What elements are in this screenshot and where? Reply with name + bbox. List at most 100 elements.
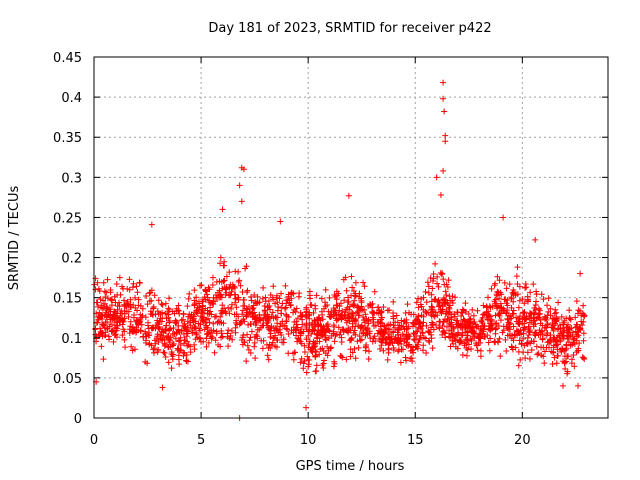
y-tick-label: 0.05 [53,372,82,387]
data-point [146,290,153,297]
data-point [444,284,451,291]
data-point [536,329,543,336]
data-point [351,327,358,334]
data-point [355,304,362,311]
data-point [209,281,216,288]
data-point [440,95,447,102]
data-point [522,355,529,362]
data-point [382,329,389,336]
data-point [294,315,301,322]
data-point [94,303,101,310]
data-point [443,323,450,330]
data-point [378,328,385,335]
data-point [296,337,303,344]
data-point [132,294,139,301]
data-point [306,338,313,345]
data-point [509,289,516,296]
data-point [483,303,490,310]
data-point [528,347,535,354]
x-tick-label: 5 [197,433,205,448]
data-point [355,344,362,351]
data-point [175,352,182,359]
data-point [282,282,289,289]
data-point [445,304,452,311]
x-tick-labels: 0 5 10 15 20 [90,433,531,448]
data-point [336,303,343,310]
data-point [502,296,509,303]
data-point [429,285,436,292]
data-point [173,330,180,337]
data-point [176,361,183,368]
data-point [439,270,446,277]
data-point [98,302,105,309]
data-point [305,363,312,370]
data-point [413,343,420,350]
data-point [381,322,388,329]
data-point [510,323,517,330]
data-point [404,301,411,308]
data-point [127,296,134,303]
data-point [436,302,443,309]
data-point [191,287,198,294]
data-point [168,365,175,372]
data-point [447,297,454,304]
data-point [256,316,263,323]
data-point [429,345,436,352]
data-point [443,308,450,315]
data-point [441,108,448,115]
data-point [470,312,477,319]
data-point [237,282,244,289]
data-point [151,345,158,352]
data-point [112,332,119,339]
data-point [446,293,453,300]
data-point [210,301,217,308]
data-point [394,326,401,333]
data-point [550,315,557,322]
data-point [150,346,157,353]
data-point [263,322,270,329]
data-point [356,333,363,340]
data-point [543,332,550,339]
data-point [354,338,361,345]
data-point [138,314,145,321]
data-point [330,305,337,312]
data-point [428,298,435,305]
data-point [322,286,329,293]
data-point [414,328,421,335]
data-point [531,331,538,338]
data-point [392,319,399,326]
data-point [202,319,209,326]
data-point [390,328,397,335]
data-point [455,329,462,336]
data-point [303,336,310,343]
data-point [320,365,327,372]
data-point [416,320,423,327]
data-point [136,279,143,286]
data-point [180,349,187,356]
data-point [244,306,251,313]
data-point [321,357,328,364]
data-point [447,343,454,350]
data-point [190,329,197,336]
data-point [265,304,272,311]
data-point [554,326,561,333]
data-point [97,296,104,303]
data-point [571,341,578,348]
data-point [518,331,525,338]
data-point [216,319,223,326]
data-point [366,348,372,355]
data-point [452,294,459,301]
data-point [251,339,258,346]
data-point [452,337,459,344]
data-point [252,299,259,306]
data-point [283,318,290,325]
data-point [138,321,145,328]
data-point [570,352,577,359]
data-point [487,304,494,311]
data-point [429,304,436,311]
data-point [201,310,208,317]
data-point [160,349,167,356]
data-point [350,310,357,317]
data-point [395,346,402,353]
data-point [437,191,444,198]
